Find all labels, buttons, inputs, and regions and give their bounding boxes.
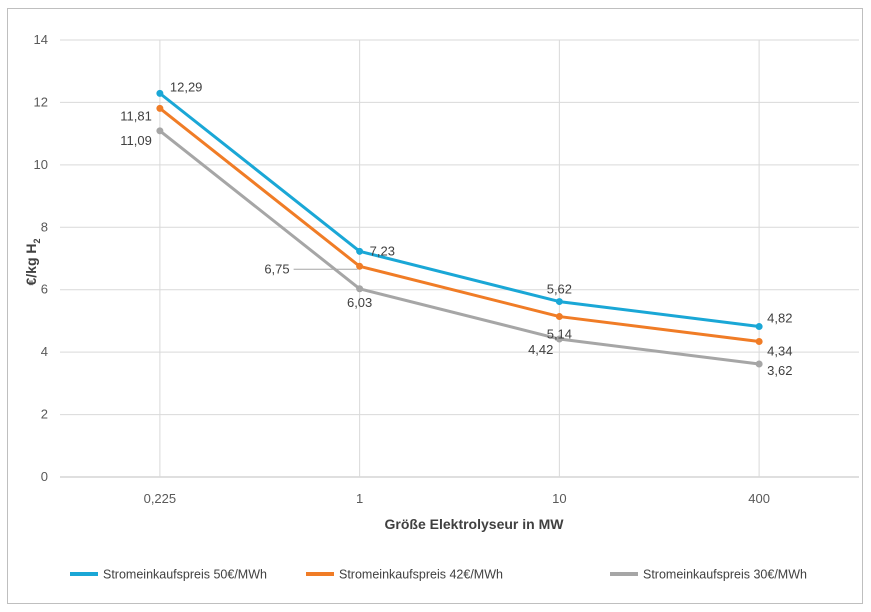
legend: Stromeinkaufspreis 50€/MWh Stromeinkaufsp… bbox=[70, 568, 807, 582]
series-lines bbox=[156, 89, 763, 368]
data-label: 6,75 bbox=[264, 261, 289, 276]
x-tick-label: 10 bbox=[552, 491, 566, 506]
data-point bbox=[555, 298, 563, 306]
data-labels: 12,29 7,23 5,62 4,82 11,81 6,75 5,14 4,34 11,09 6… bbox=[120, 79, 792, 378]
data-label: 4,42 bbox=[528, 342, 553, 357]
data-label: 6,03 bbox=[347, 295, 372, 310]
data-label: 4,82 bbox=[767, 311, 792, 326]
data-label: 5,14 bbox=[547, 327, 572, 342]
y-axis-title-main: €/kg H bbox=[23, 244, 39, 286]
y-tick-label: 10 bbox=[34, 157, 48, 172]
x-tick-label: 0,225 bbox=[144, 491, 177, 506]
data-point bbox=[156, 89, 164, 97]
y-axis-ticks: 0 2 4 6 8 10 12 14 bbox=[34, 32, 48, 484]
series-line-1 bbox=[158, 92, 760, 329]
x-axis-title: Größe Elektrolyseur in MW bbox=[385, 516, 565, 532]
data-point bbox=[356, 285, 364, 293]
y-tick-label: 12 bbox=[34, 94, 48, 109]
legend-label: Stromeinkaufspreis 30€/MWh bbox=[643, 568, 807, 582]
data-point bbox=[356, 247, 364, 255]
data-point bbox=[755, 338, 763, 346]
chart-frame bbox=[7, 8, 863, 604]
y-tick-label: 8 bbox=[41, 219, 48, 234]
y-axis-title: €/kg H2 bbox=[23, 238, 42, 285]
data-label: 3,62 bbox=[767, 363, 792, 378]
data-point bbox=[356, 262, 364, 270]
data-point bbox=[555, 313, 563, 321]
data-point bbox=[755, 323, 763, 331]
data-label: 7,23 bbox=[370, 243, 395, 258]
series-line-2 bbox=[158, 107, 760, 344]
legend-label: Stromeinkaufspreis 50€/MWh bbox=[103, 568, 267, 582]
data-point bbox=[555, 335, 563, 343]
data-point bbox=[156, 104, 164, 112]
data-point bbox=[755, 360, 763, 368]
series-line-3 bbox=[158, 129, 760, 366]
y-tick-label: 6 bbox=[41, 282, 48, 297]
x-tick-label: 1 bbox=[356, 491, 363, 506]
y-axis-title-subscript: 2 bbox=[32, 238, 42, 243]
gridlines bbox=[60, 39, 859, 478]
y-tick-label: 14 bbox=[34, 32, 48, 47]
data-label: 12,29 bbox=[170, 79, 203, 94]
x-tick-label: 400 bbox=[748, 491, 770, 506]
data-label: 5,62 bbox=[547, 282, 572, 297]
legend-label: Stromeinkaufspreis 42€/MWh bbox=[339, 568, 503, 582]
data-label: 4,34 bbox=[767, 344, 792, 359]
x-axis-ticks: 0,225 1 10 400 bbox=[144, 491, 770, 506]
data-point bbox=[156, 127, 164, 135]
y-tick-label: 4 bbox=[41, 344, 48, 359]
data-label: 11,09 bbox=[120, 133, 152, 148]
data-label: 11,81 bbox=[120, 108, 152, 123]
y-tick-label: 2 bbox=[41, 407, 48, 422]
y-tick-label: 0 bbox=[41, 469, 48, 484]
